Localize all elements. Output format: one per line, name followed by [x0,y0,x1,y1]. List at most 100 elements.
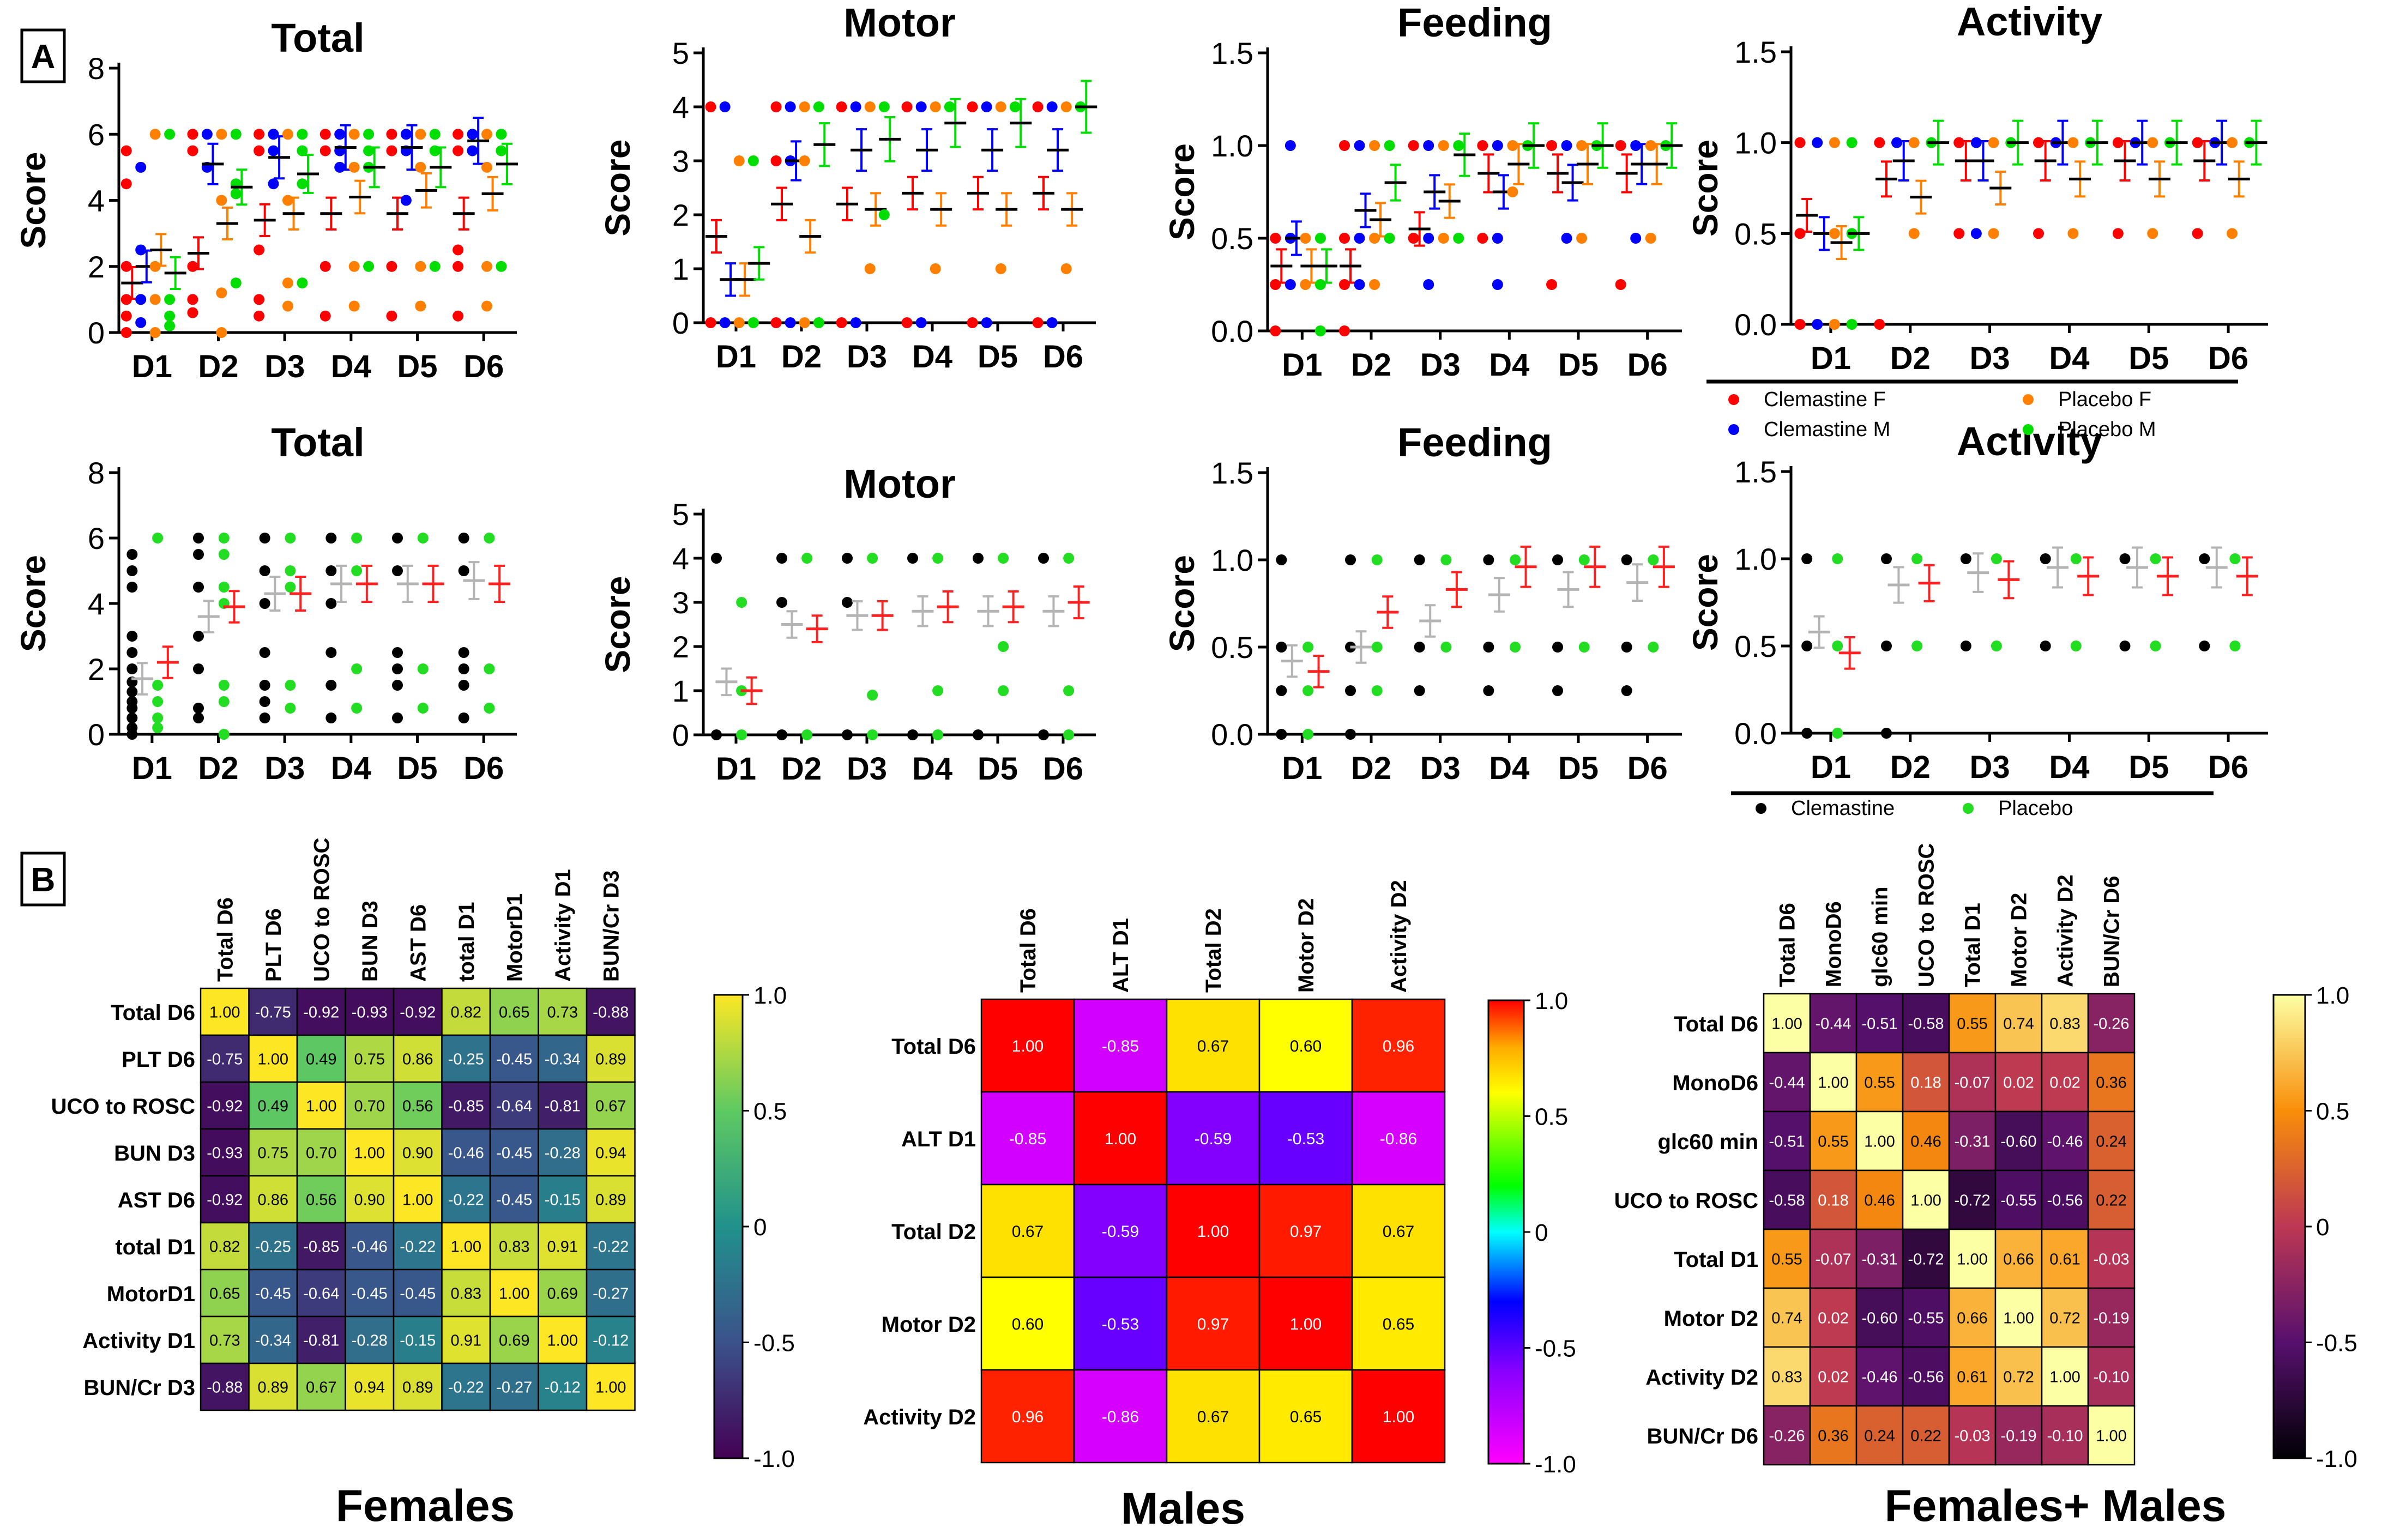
series-clemastine-f [1270,140,1638,336]
heatmap-cell [2087,1169,2136,1230]
heatmap-cell [393,1081,443,1130]
data-point [2119,553,2131,564]
heatmap-cell [2087,1346,2136,1407]
data-point [1546,279,1557,290]
x-tick-label: D4 [1489,347,1529,383]
data-point [230,129,242,140]
data-point [2112,228,2124,239]
heatmap-value: 0.55 [1864,1074,1895,1091]
data-point [2227,228,2238,239]
data-point [496,145,507,156]
data-point [1911,553,1923,564]
data-point [126,712,138,723]
colorbar-tick-label: 0.5 [2316,1098,2349,1125]
heatmap-value: -0.93 [352,1004,388,1021]
legend-marker [1728,424,1739,435]
column-label: Activity D2 [1387,880,1411,993]
heatmap-value: 0.36 [1818,1427,1848,1445]
heatmap-value: 0.60 [1012,1315,1044,1333]
heatmap-value: 1.00 [1957,1251,1987,1268]
series-placebo-f [1300,140,1668,290]
heatmap-value: 0.75 [354,1050,385,1068]
heatmap-value: 0.65 [499,1004,529,1021]
chart-a1: Total Score 0 2 4 6 8 D1 D2 D3 D4 D5 D6 [14,15,518,384]
y-tick-label: 4 [672,90,689,124]
data-point [453,129,464,140]
colorbar [1487,999,1525,1465]
data-point [458,533,469,543]
legend-label: Clemastine F [1764,388,1886,411]
data-point [1891,137,1903,148]
data-point [392,647,403,658]
heatmap-value: 1.00 [1864,1133,1895,1150]
heatmap-value: -0.31 [1954,1133,1990,1150]
data-point [995,101,1006,112]
heatmap-cell [1166,1369,1261,1464]
heatmap-value: 0.83 [2049,1015,2080,1032]
data-point [259,647,270,658]
data-point [187,129,198,140]
data-point [1046,101,1058,112]
heatmap-cell [393,1315,443,1364]
data-point [2150,641,2161,651]
heatmap-cell [1994,1110,2043,1171]
data-point [1038,553,1049,564]
heatmaps: 1.00 -0.75 -0.92 -0.93 -0.92 0.82 0.65 0.73 -0.8… [51,838,2357,1533]
row-label: ALT D1 [901,1127,976,1151]
data-point [1483,554,1494,565]
x-tick-label: D4 [912,339,952,375]
data-point [1561,140,1572,151]
x-tick-label: D3 [264,349,305,384]
y-tick-label: 2 [88,250,105,284]
heatmap-h3: 1.00 -0.44 -0.51 -0.58 0.55 0.74 0.83 -0.26-0.4… [1614,843,2357,1531]
chart-title: Feeding [1397,420,1552,465]
heatmap-value: -0.34 [255,1332,291,1349]
row-label: total D1 [115,1235,195,1259]
heatmap-cell [1855,1287,1904,1348]
data-point [1354,233,1365,244]
heatmap-cell [296,1175,346,1224]
data-point [1953,228,1965,239]
heatmap-value: -0.85 [1102,1037,1139,1055]
data-point [297,129,308,140]
series-placebo [1832,553,2258,739]
series-placebo-m [747,80,1097,328]
heatmap-value: 0.96 [1383,1037,1414,1055]
data-point [930,263,941,274]
data-point [1846,319,1858,330]
data-point [120,294,132,305]
y-tick-label: 2 [672,198,689,232]
y-tick-label: 5 [672,36,689,70]
data-point [120,327,132,338]
data-point [496,261,507,272]
data-point [1371,642,1383,653]
data-point [1801,553,1813,564]
x-tick-label: D5 [397,751,437,786]
data-point [1578,554,1590,565]
data-point [152,722,164,733]
data-point [152,696,164,707]
data-point [218,533,230,543]
heatmap-value: 0.83 [1771,1368,1802,1386]
data-point [736,729,747,740]
heatmap-value: 0.73 [547,1004,578,1021]
data-point [1345,685,1356,696]
heatmap-value: -0.59 [1102,1223,1139,1241]
heatmap-value: -0.45 [400,1285,436,1302]
data-point [2199,553,2210,564]
data-point [259,696,270,707]
heatmap-value: -0.12 [593,1332,629,1349]
heatmap-value: -0.75 [207,1050,243,1068]
data-point [218,729,230,740]
heatmap-value: 1.00 [354,1144,385,1162]
data-point [218,582,230,593]
legends: Clemastine F Placebo F Clemastine M Placebo… [1706,379,2238,820]
heatmap-value: -0.60 [2000,1133,2036,1150]
data-point [400,129,412,140]
heatmap-value: -0.46 [448,1144,484,1162]
x-tick-label: D3 [847,339,887,375]
data-point [1414,685,1425,696]
x-tick-label: D1 [716,751,756,787]
data-point [705,317,716,328]
data-point [1423,140,1434,151]
